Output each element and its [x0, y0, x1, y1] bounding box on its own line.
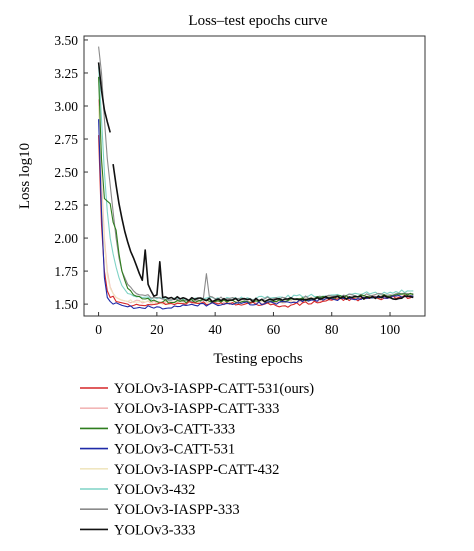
legend-label: YOLOv3-333 — [114, 522, 195, 538]
y-tick-label: 1.75 — [54, 264, 78, 279]
series-line — [98, 99, 414, 305]
x-tick-label: 20 — [150, 322, 164, 337]
y-tick-label: 2.75 — [54, 132, 78, 147]
y-tick-label: 2.50 — [54, 165, 78, 180]
series-line — [98, 105, 414, 305]
y-tick-label: 1.50 — [54, 297, 78, 312]
series-line — [98, 76, 414, 304]
x-tick-label: 80 — [325, 322, 339, 337]
plot-frame — [83, 35, 426, 317]
legend-label: YOLOv3-CATT-333 — [114, 421, 235, 437]
y-tick-label: 2.25 — [54, 198, 78, 213]
series-line — [98, 135, 414, 308]
legend-label: YOLOv3-IASPP-CATT-432 — [114, 462, 279, 478]
series-line — [98, 119, 414, 310]
y-axis-label: Loss log10 — [17, 143, 33, 209]
y-tick-label: 3.00 — [54, 99, 78, 114]
x-tick-label: 100 — [380, 322, 401, 337]
chart-title: Loss–test epochs curve — [188, 13, 327, 29]
legend-label: YOLOv3-IASPP-333 — [114, 502, 240, 518]
legend-label: YOLOv3-CATT-531 — [114, 442, 235, 458]
legend: YOLOv3-IASPP-CATT-531(ours) YOLOv3-IASPP-… — [80, 381, 314, 538]
x-axis-label: Testing epochs — [213, 351, 303, 367]
legend-label: YOLOv3-432 — [114, 482, 195, 498]
y-tick-label: 3.25 — [54, 66, 78, 81]
y-tick-label: 3.50 — [54, 33, 78, 48]
legend-label: YOLOv3-IASPP-CATT-531(ours) — [114, 381, 314, 397]
x-tick-label: 60 — [267, 322, 281, 337]
y-tick-label: 2.00 — [54, 231, 78, 246]
series-line — [97, 62, 414, 303]
legend-label: YOLOv3-IASPP-CATT-333 — [114, 401, 279, 417]
x-tick-label: 0 — [95, 322, 102, 337]
x-tick-label: 40 — [208, 322, 222, 337]
